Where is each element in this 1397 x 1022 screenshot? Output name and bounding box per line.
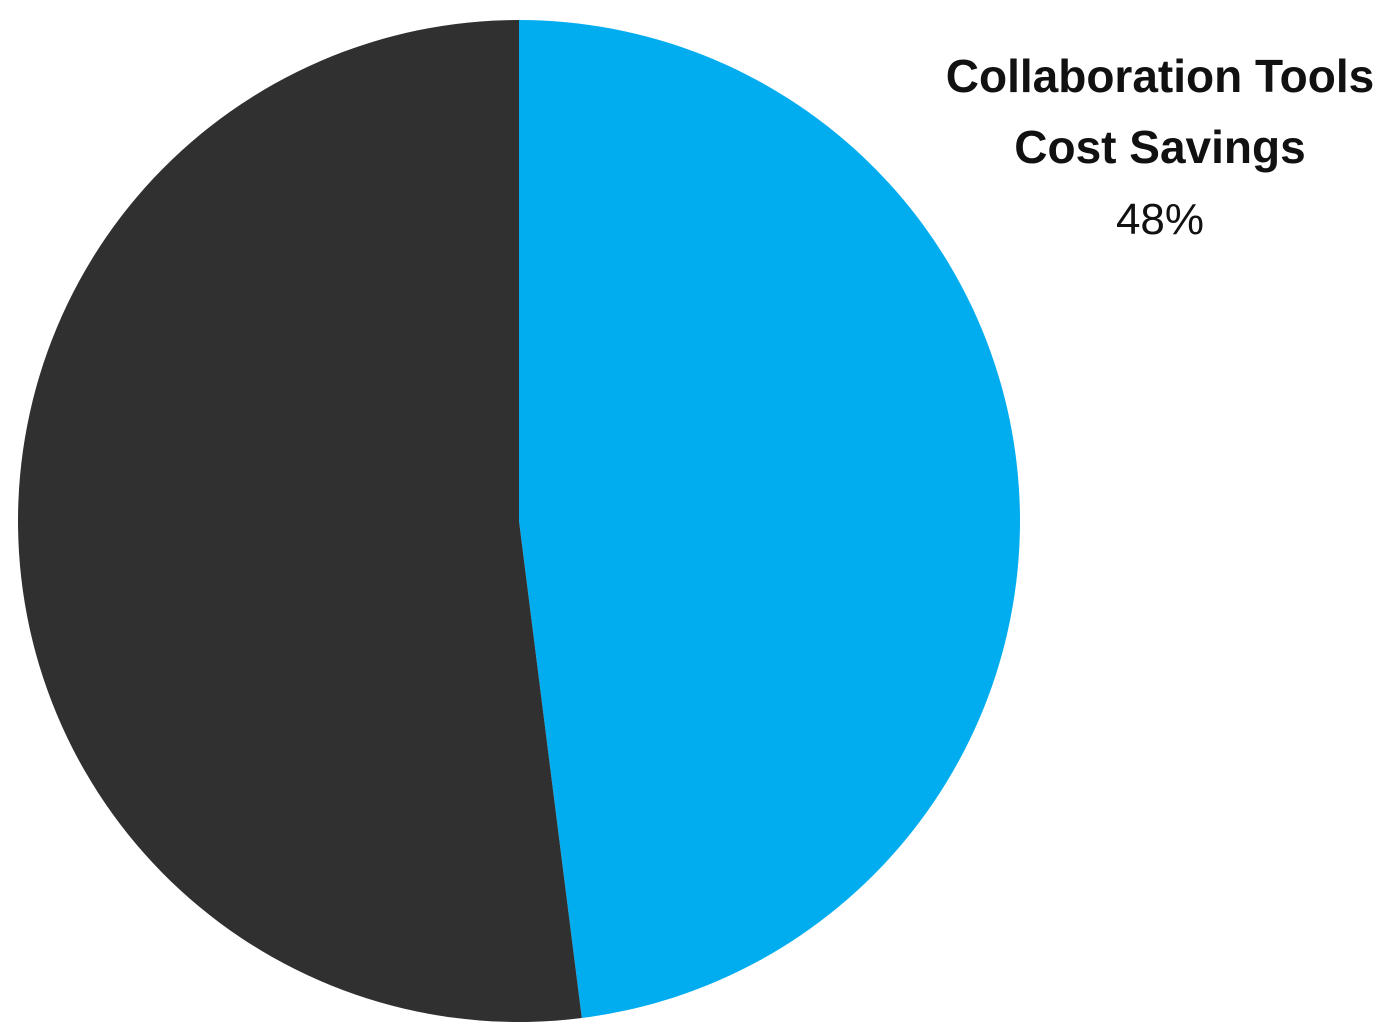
pie-slice-1: [18, 20, 582, 1022]
pie-slices: [18, 20, 1021, 1022]
pie-slice-0: [519, 20, 1021, 1019]
slice-value-label: 48%: [1116, 195, 1204, 244]
pie-labels: Collaboration Tools Cost Savings 48%: [946, 50, 1374, 244]
slice-label-line-1: Collaboration Tools: [946, 50, 1374, 102]
slice-label-line-2: Cost Savings: [1014, 121, 1305, 173]
